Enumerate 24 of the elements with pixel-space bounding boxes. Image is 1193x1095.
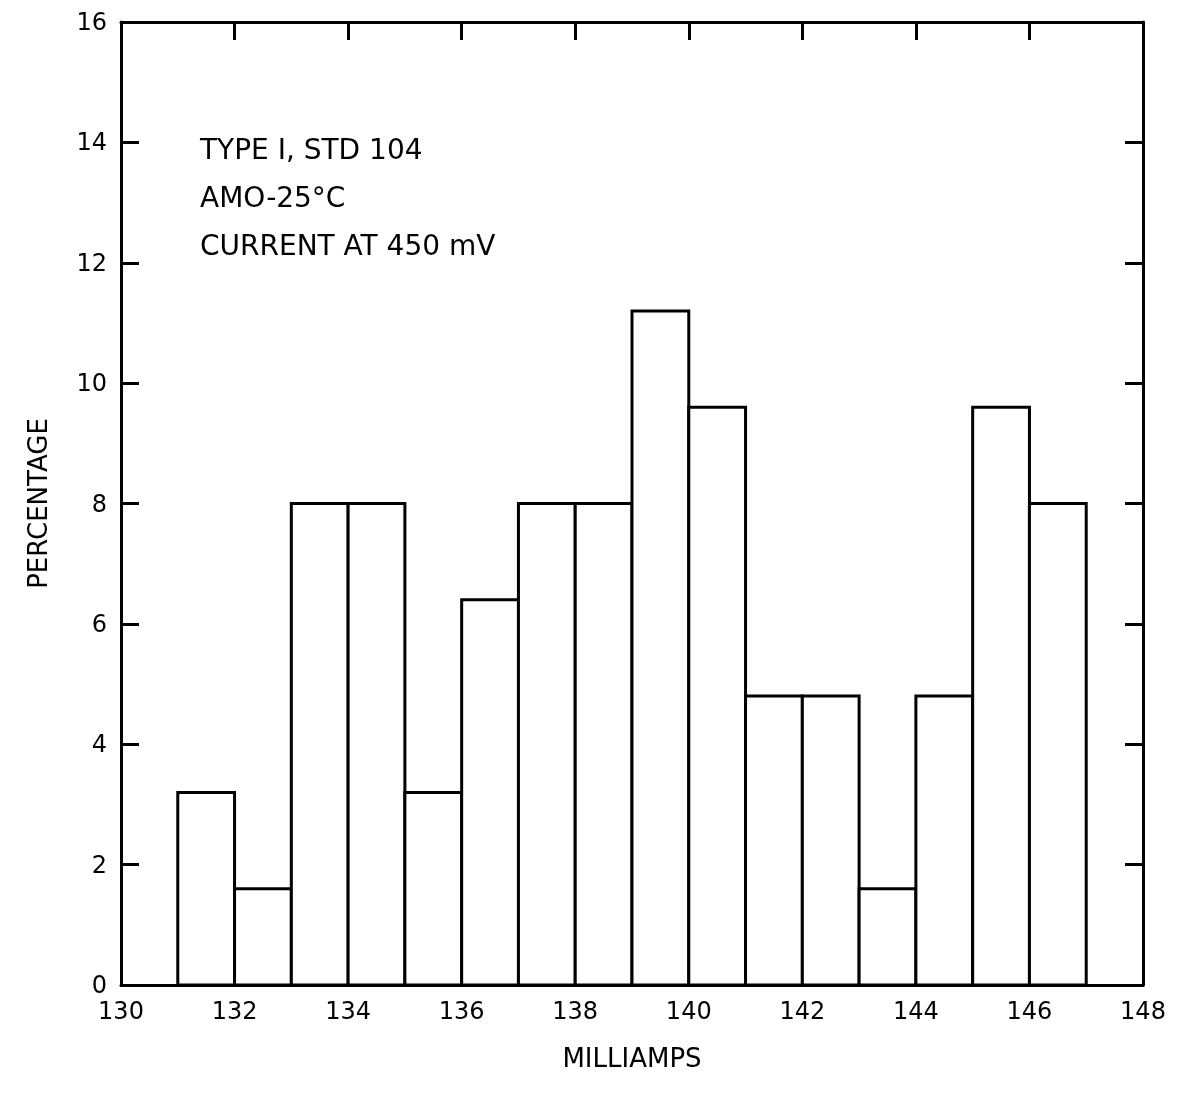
x-tick-label: 134 xyxy=(325,997,372,1025)
y-tick-label: 6 xyxy=(91,609,107,638)
annotation: AMO-25°C xyxy=(200,180,346,214)
x-tick-label: 142 xyxy=(779,997,826,1025)
y-tick-label: 8 xyxy=(91,489,107,518)
x-tick-label: 144 xyxy=(892,997,939,1025)
annotation: TYPE I, STD 104 xyxy=(199,132,423,166)
x-tick-label: 146 xyxy=(1006,997,1053,1025)
y-tick-label: 2 xyxy=(91,850,107,879)
y-tick-label: 14 xyxy=(76,128,107,157)
x-axis-title: MILLIAMPS xyxy=(562,1043,702,1073)
x-tick-label: 132 xyxy=(211,997,258,1025)
x-tick-label: 138 xyxy=(552,997,599,1025)
y-tick-label: 12 xyxy=(76,248,107,277)
x-tick-label: 130 xyxy=(98,997,144,1025)
y-axis-title: PERCENTAGE xyxy=(23,418,53,589)
x-tick-label: 136 xyxy=(438,997,485,1025)
y-tick-label: 16 xyxy=(76,8,107,36)
x-tick-label: 140 xyxy=(665,997,712,1025)
y-tick-label: 10 xyxy=(76,369,107,398)
annotation: CURRENT AT 450 mV xyxy=(200,228,496,262)
x-tick-label: 148 xyxy=(1120,997,1166,1025)
y-tick-label: 0 xyxy=(91,971,107,999)
y-tick-label: 4 xyxy=(91,730,107,759)
